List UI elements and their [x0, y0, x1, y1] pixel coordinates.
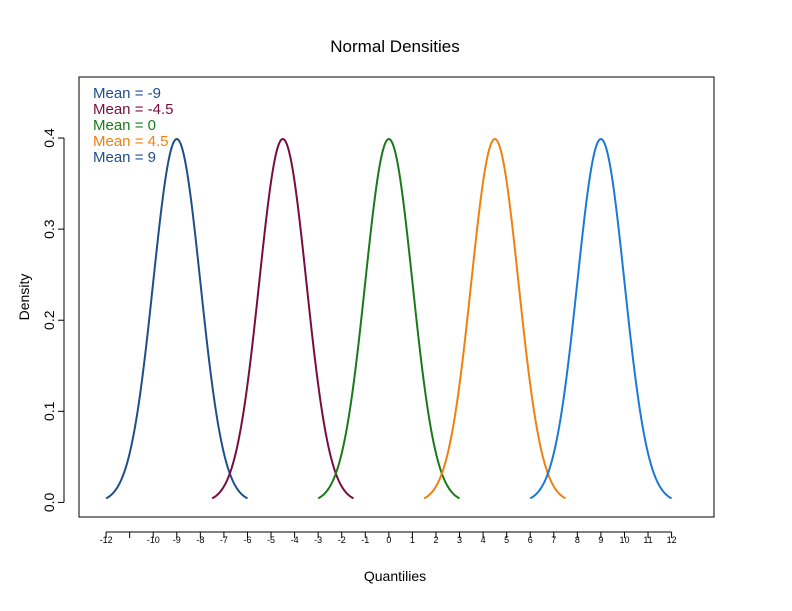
- plot-frame: [78, 76, 715, 518]
- x-tick-label: 5: [504, 535, 509, 545]
- density-curve-1: [105, 137, 248, 500]
- x-tick-label: -5: [267, 535, 275, 545]
- y-tick-label: 0.2: [41, 310, 57, 330]
- x-tick-label: 11: [643, 535, 652, 545]
- density-curve-4: [423, 137, 567, 500]
- x-tick-label: -12: [100, 535, 113, 545]
- density-curve-3: [317, 137, 461, 500]
- chart-title: Normal Densities: [330, 37, 459, 56]
- x-tick-label: 9: [598, 535, 603, 545]
- x-tick-label: 2: [433, 535, 438, 545]
- y-axis-label: Density: [16, 274, 32, 321]
- x-tick-label: -10: [147, 535, 160, 545]
- x-tick-label: -1: [361, 535, 369, 545]
- density-curve-2: [211, 137, 354, 500]
- x-tick-label: 10: [619, 535, 629, 545]
- x-tick-label: 3: [457, 535, 462, 545]
- x-tick-label: 4: [481, 535, 486, 545]
- y-tick-label: 0.1: [41, 401, 57, 421]
- x-tick-label: -7: [220, 535, 228, 545]
- x-tick-label: -2: [338, 535, 346, 545]
- x-tick-label: 12: [667, 535, 677, 545]
- x-tick-label: 8: [575, 535, 580, 545]
- y-tick-label: 0.3: [41, 219, 57, 239]
- legend-entry-3: Mean = 0: [93, 117, 156, 134]
- x-tick-label: 7: [551, 535, 556, 545]
- x-tick-label: 1: [410, 535, 415, 545]
- legend-entry-5: Mean = 9: [93, 149, 156, 166]
- density-curve-5: [529, 137, 673, 500]
- legend-entry-1: Mean = -9: [93, 85, 161, 102]
- y-tick-label: 0.0: [41, 492, 57, 512]
- legend-entry-4: Mean = 4.5: [93, 133, 168, 150]
- legend-entry-2: Mean = -4.5: [93, 101, 173, 118]
- y-axis: 0.0 0.1 0.2 0.3 0.4: [41, 128, 65, 512]
- x-tick-label: -4: [291, 535, 299, 545]
- x-axis: -12 -10 -9 -8 -7 -6 -5 -4 -3 -2 -1 0 1 2 3 4 5 6 7 8 9 10 11 12: [100, 531, 677, 545]
- density-curves: [105, 137, 673, 500]
- x-tick-label: -8: [196, 535, 204, 545]
- x-axis-label: Quantilies: [364, 568, 426, 584]
- x-tick-label: 0: [386, 535, 391, 545]
- x-tick-label: -9: [173, 535, 181, 545]
- x-tick-label: -6: [243, 535, 251, 545]
- y-tick-label: 0.4: [41, 128, 57, 148]
- x-tick-label: -3: [314, 535, 322, 545]
- x-tick-label: 6: [528, 535, 533, 545]
